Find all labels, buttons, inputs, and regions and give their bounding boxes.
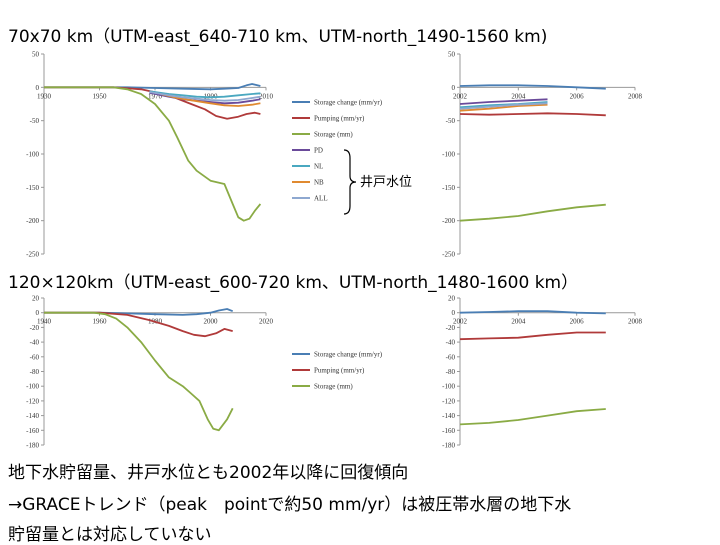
well-level-brace — [343, 149, 357, 215]
y-tick-label: -60 — [446, 353, 456, 361]
y-tick-label: -40 — [446, 339, 456, 347]
series-line-storage — [44, 311, 234, 432]
x-tick-label: 2010 — [259, 92, 274, 100]
y-tick-label: -250 — [442, 251, 455, 259]
series-line-storage-change — [44, 83, 261, 91]
y-tick-label: 20 — [448, 295, 456, 303]
y-tick-label: -60 — [30, 353, 40, 361]
legend-label: PD — [314, 147, 323, 155]
series-line-nl — [149, 90, 261, 99]
series-line-nb — [459, 103, 548, 112]
x-tick-label: 2020 — [259, 318, 274, 326]
x-tick-label: 1940 — [37, 318, 52, 326]
series-line-storage-change — [459, 310, 606, 315]
x-tick-label: 2006 — [570, 318, 585, 326]
x-tick-label: 2002 — [453, 318, 468, 326]
y-tick-label: -180 — [442, 442, 455, 450]
x-tick-label: 2008 — [628, 318, 643, 326]
y-tick-label: -160 — [442, 427, 455, 435]
y-tick-label: -20 — [446, 324, 456, 332]
y-tick-label: 0 — [452, 84, 456, 92]
series-line-all — [459, 102, 548, 110]
x-tick-label: 2004 — [511, 318, 525, 326]
y-tick-label: -250 — [26, 251, 39, 259]
x-tick-label: 1990 — [204, 92, 219, 100]
series-line-nb — [160, 93, 261, 107]
y-tick-label: -140 — [26, 412, 39, 420]
y-tick-label: 0 — [452, 309, 456, 317]
y-tick-label: -200 — [26, 217, 39, 225]
chart-top-recent: 50 0 -50 -100 -150 -200 -250 2002 2004 2006 2008 — [442, 51, 643, 259]
legend-label: Pumping (mm/yr) — [314, 115, 365, 123]
x-tick-label: 2008 — [628, 92, 643, 100]
y-tick-label: -120 — [26, 397, 39, 405]
series-line-pumping — [459, 331, 606, 341]
y-tick-label: -50 — [30, 117, 40, 125]
series-line-storage — [459, 408, 606, 426]
chart-bottom-long-term: 20 0 -20 -40 -60 -80 -100 -120 -140 -160 -180 1940 1… — [26, 295, 383, 450]
series-line-storage-change — [459, 84, 606, 90]
legend-label: Storage change (mm/yr) — [314, 351, 383, 359]
y-tick-label: -140 — [442, 412, 455, 420]
x-tick-label: 1970 — [148, 92, 163, 100]
y-tick-label: -200 — [442, 217, 455, 225]
y-tick-label: -80 — [446, 368, 456, 376]
caption-line-1: 地下水貯留量、井戸水位とも2002年以降に回復傾向 — [8, 463, 409, 483]
y-tick-label: 20 — [32, 295, 40, 303]
x-tick-label: 2004 — [511, 92, 525, 100]
series-line-storage — [459, 203, 606, 222]
legend-label: NL — [314, 163, 323, 171]
chart-bottom-recent: 20 0 -20 -40 -60 -80 -100 -120 -140 -160 -180 2002 2… — [442, 295, 643, 450]
y-tick-label: -20 — [30, 324, 40, 332]
y-tick-label: -150 — [26, 184, 39, 192]
series-line-pumping — [44, 311, 233, 338]
x-tick-label: 2000 — [204, 318, 219, 326]
y-tick-label: 50 — [32, 51, 40, 59]
legend-label: ALL — [314, 195, 328, 203]
bottom-section-heading: 120×120km（UTM-east_600-720 km、UTM-north_… — [8, 273, 579, 293]
top-section-heading: 70x70 km（UTM-east_640-710 km、UTM-north_1… — [8, 27, 548, 47]
series-line-pumping — [44, 86, 261, 120]
y-tick-label: -180 — [26, 442, 39, 450]
y-tick-label: -100 — [26, 383, 39, 391]
x-tick-label: 2002 — [453, 92, 468, 100]
y-tick-label: -100 — [442, 383, 455, 391]
x-tick-label: 1960 — [93, 318, 108, 326]
chart-top-long-term: 50 0 -50 -100 -150 -200 -250 1930 1950 1970 1990 20… — [26, 51, 412, 259]
series-line-pumping — [459, 112, 606, 117]
legend-label: Storage change (mm/yr) — [314, 99, 383, 107]
caption-line-2: →GRACEトレンド（peak pointで約50 mm/yr）は被圧帯水層の地… — [8, 495, 572, 515]
y-tick-label: 0 — [36, 309, 40, 317]
caption-line-3: 貯留量とは対応していない — [8, 525, 212, 545]
y-tick-label: -80 — [30, 368, 40, 376]
y-tick-label: -160 — [26, 427, 39, 435]
x-tick-label: 1950 — [93, 92, 108, 100]
y-tick-label: -120 — [442, 397, 455, 405]
series-line-all — [149, 91, 261, 102]
y-tick-label: -100 — [26, 151, 39, 159]
y-tick-label: -100 — [442, 151, 455, 159]
well-level-annotation: 井戸水位 — [360, 175, 412, 190]
x-tick-label: 2006 — [570, 92, 585, 100]
legend-label: Storage (mm) — [314, 131, 353, 139]
y-tick-label: -40 — [30, 339, 40, 347]
series-line-storage — [44, 86, 262, 222]
y-tick-label: 50 — [448, 51, 456, 59]
y-tick-label: 0 — [36, 84, 40, 92]
series-line-pd — [459, 98, 548, 105]
x-tick-label: 1930 — [37, 92, 52, 100]
legend-label: Storage (mm) — [314, 383, 353, 391]
legend-label: NB — [314, 179, 324, 187]
y-tick-label: -150 — [442, 184, 455, 192]
y-tick-label: -50 — [446, 117, 456, 125]
series-line-nl — [459, 101, 548, 109]
legend-label: Pumping (mm/yr) — [314, 367, 365, 375]
